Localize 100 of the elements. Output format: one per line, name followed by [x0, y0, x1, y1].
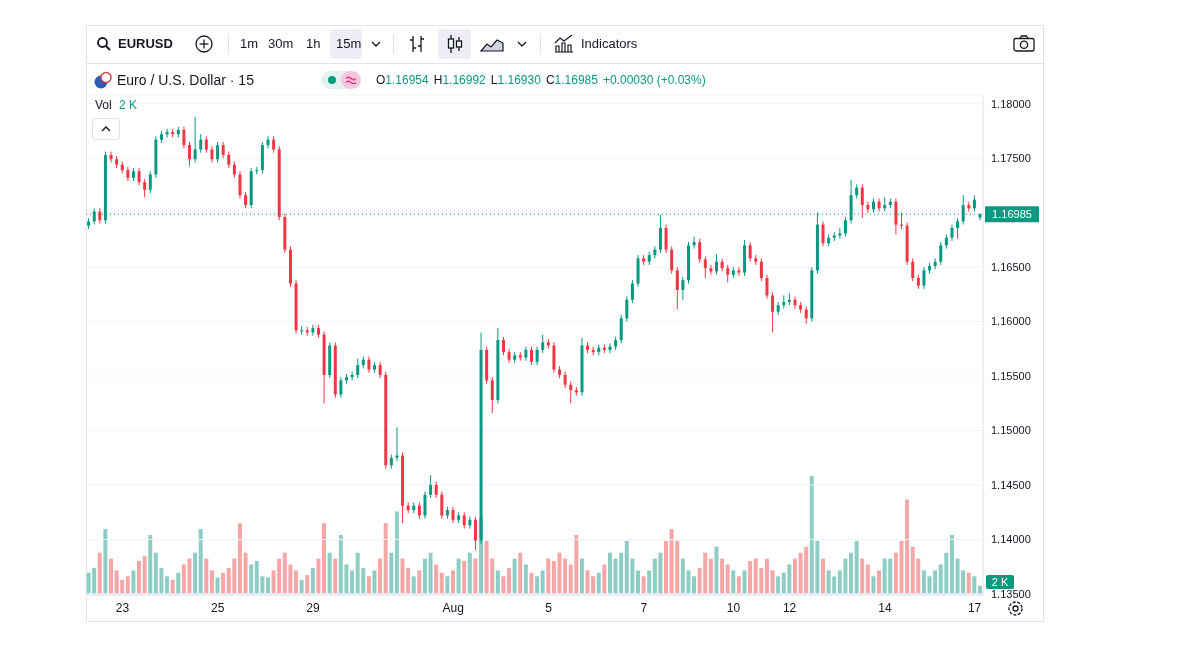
candlestick — [692, 236, 696, 250]
candlestick — [664, 224, 668, 254]
bar — [316, 558, 321, 594]
bar — [237, 523, 242, 594]
candlestick — [266, 135, 270, 149]
x-tick-label: 5 — [545, 600, 553, 615]
bar — [305, 575, 310, 594]
y-tick-label: 1.16500 — [991, 261, 1031, 274]
y-tick-label: 1.13500 — [991, 587, 1031, 600]
candlestick — [911, 257, 915, 282]
bar — [736, 576, 741, 594]
bar — [389, 552, 394, 594]
bar — [966, 572, 971, 594]
y-tick-label: 1.16000 — [991, 315, 1031, 328]
bar — [905, 499, 910, 594]
x-tick-label: 17 — [967, 600, 982, 615]
bar — [563, 558, 568, 594]
text: 2 K — [986, 575, 1014, 589]
candlestick — [765, 274, 769, 300]
annotation: 2 K — [119, 97, 138, 113]
x-tick-label: Aug — [442, 600, 464, 615]
bar — [249, 564, 254, 594]
bar — [221, 572, 226, 594]
candlestick — [530, 346, 534, 366]
bar — [125, 576, 130, 594]
candlestick — [625, 296, 629, 323]
candlestick — [793, 296, 797, 310]
bar — [692, 576, 697, 594]
bar — [776, 576, 781, 594]
candlestick — [681, 276, 685, 301]
bar — [714, 546, 719, 594]
candlestick — [715, 253, 719, 276]
text: O1.16954 — [376, 73, 429, 87]
bar — [664, 540, 668, 594]
text: Indicators — [581, 36, 638, 52]
bar — [322, 523, 327, 594]
candlestick — [199, 133, 203, 154]
bar — [439, 572, 444, 594]
y-tick-label: 1.14000 — [991, 533, 1031, 546]
bar — [97, 552, 102, 594]
candlestick — [737, 266, 741, 277]
bar — [445, 576, 450, 594]
candlestick — [356, 358, 360, 379]
candlestick — [653, 245, 657, 259]
bar — [535, 576, 540, 594]
candlestick — [311, 324, 315, 337]
bar — [108, 558, 113, 594]
ref-line-label: 1.16985 — [992, 208, 1032, 221]
bar — [635, 570, 640, 594]
bar — [327, 552, 332, 594]
bar — [170, 579, 175, 594]
bar — [215, 577, 220, 594]
candlestick — [619, 314, 623, 344]
candlestick — [748, 241, 752, 263]
candlestick — [238, 170, 242, 199]
bar — [512, 558, 517, 594]
bar — [849, 552, 854, 594]
x-tick-label: 10 — [726, 600, 741, 615]
bar — [394, 511, 399, 594]
bar — [293, 570, 298, 594]
candlestick — [843, 216, 847, 238]
bar — [748, 560, 753, 594]
y-tick-label: 1.18000 — [991, 97, 1031, 110]
candlestick — [670, 245, 674, 275]
candlestick — [630, 279, 634, 304]
bar — [647, 570, 652, 594]
candlestick — [956, 217, 960, 240]
candlestick — [188, 141, 192, 167]
candlestick — [182, 126, 186, 149]
bar — [596, 572, 601, 594]
text: +0.00030 (+0.03%) — [602, 73, 706, 88]
candlestick — [658, 214, 662, 254]
bar — [731, 570, 736, 594]
bar — [417, 570, 422, 594]
bar — [507, 568, 512, 594]
bar — [456, 558, 461, 594]
text: L1.16930 — [490, 73, 541, 87]
candlestick — [541, 334, 545, 354]
candlestick — [429, 474, 433, 499]
x-tick-label: 14 — [878, 600, 892, 615]
bar — [607, 552, 612, 594]
candlestick — [148, 170, 152, 194]
chart-title: Euro / U.S. Dollar · 15 — [117, 72, 254, 89]
candlestick — [552, 341, 556, 374]
bar — [518, 552, 523, 594]
y-tick-label: 1.15000 — [991, 424, 1031, 437]
candlestick — [440, 491, 444, 520]
bar — [467, 552, 472, 594]
bar — [708, 558, 713, 594]
bar — [378, 558, 383, 594]
chart-title: Vol — [95, 97, 112, 113]
bar — [411, 576, 416, 594]
bar — [540, 570, 545, 594]
bar — [501, 576, 506, 594]
bar — [428, 552, 433, 594]
candlestick — [866, 201, 870, 214]
x-tick-label: 12 — [782, 600, 797, 615]
bar — [860, 558, 865, 594]
candlestick — [877, 197, 881, 213]
candlestick — [759, 257, 763, 282]
